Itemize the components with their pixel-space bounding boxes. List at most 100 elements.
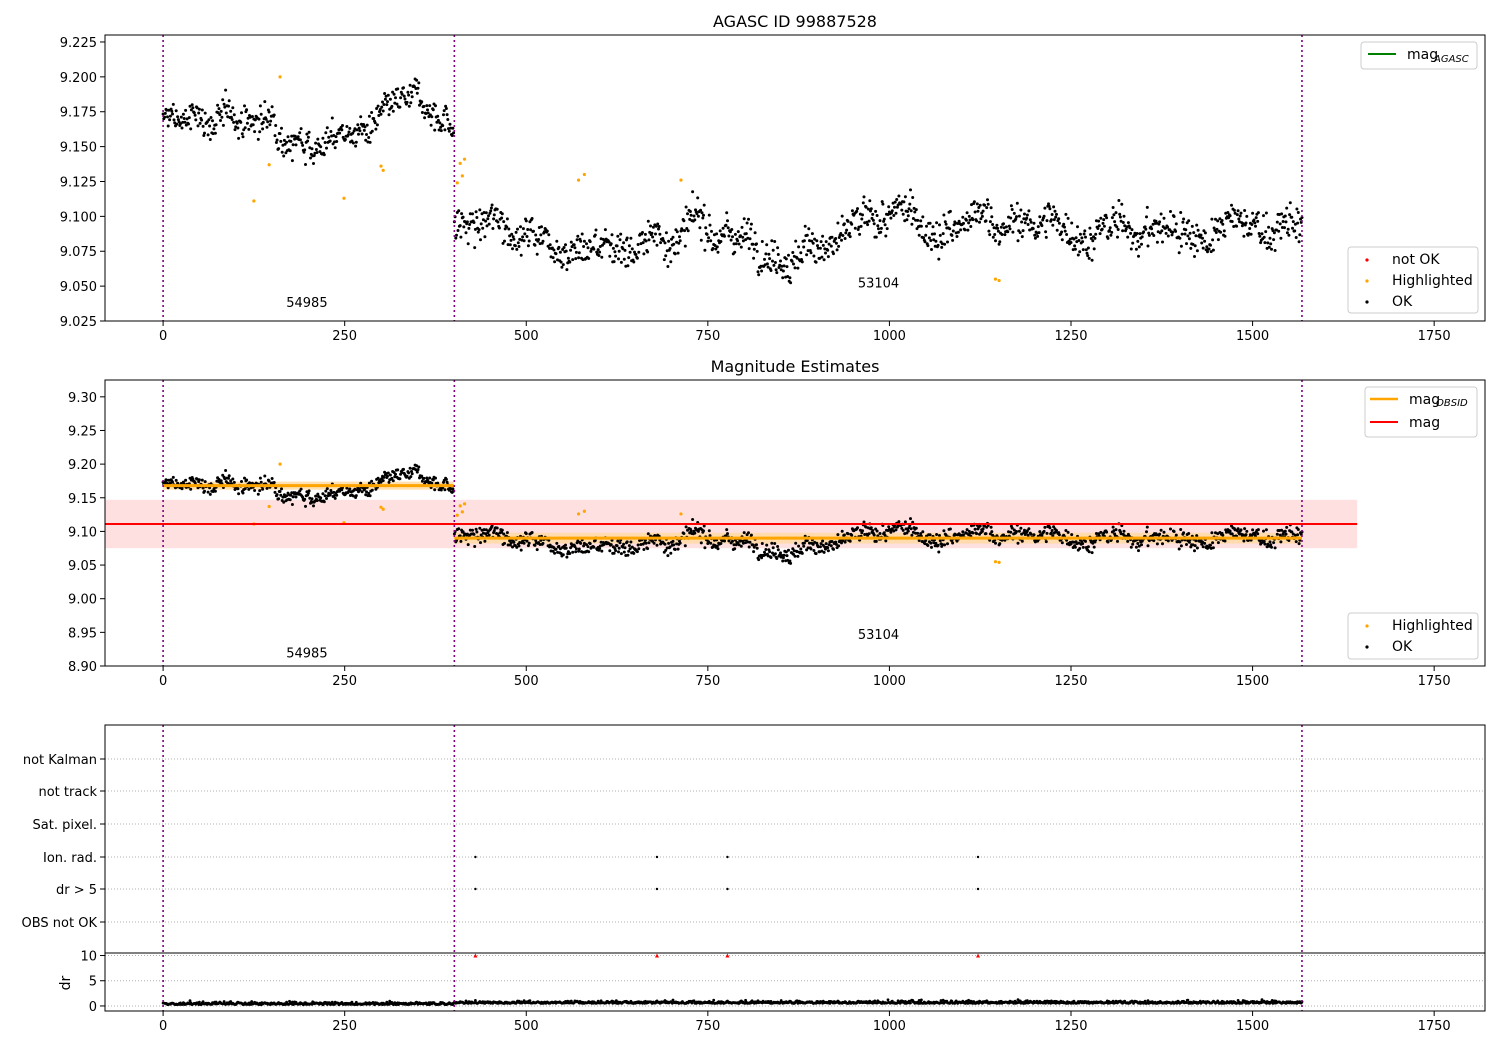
ok-point — [221, 123, 225, 127]
ok-point — [394, 472, 397, 476]
ok-point — [848, 539, 852, 543]
ok-point — [223, 105, 227, 109]
ok-point — [335, 140, 339, 143]
panel1-frame — [104, 34, 1486, 322]
ok-point — [742, 217, 746, 221]
ok-point — [650, 231, 654, 235]
ok-point — [1250, 223, 1254, 226]
ok-point — [1287, 233, 1291, 237]
ok-point — [512, 237, 516, 241]
x-tick-label: 1250 — [1054, 1019, 1087, 1034]
ok-point — [752, 545, 756, 549]
ok-point — [476, 230, 480, 234]
ok-point — [1142, 230, 1146, 234]
ok-point — [957, 219, 961, 223]
ok-point — [221, 98, 225, 102]
ok-point — [279, 493, 283, 497]
ok-point — [938, 233, 942, 237]
ok-point — [659, 241, 663, 245]
ok-point — [275, 138, 279, 142]
ok-point — [312, 162, 315, 165]
ok-point — [1057, 221, 1061, 225]
ok-point — [233, 128, 237, 132]
ok-point — [1193, 244, 1197, 248]
ok-point — [256, 492, 260, 496]
dr-point — [222, 1000, 226, 1003]
ok-point — [885, 227, 889, 231]
ok-point — [693, 531, 697, 535]
ok-point — [741, 235, 745, 239]
ok-point — [368, 140, 372, 144]
ok-point — [1014, 217, 1018, 221]
ok-point — [893, 525, 896, 529]
ok-point — [579, 239, 583, 243]
ok-point — [768, 257, 772, 261]
ok-point — [202, 134, 206, 137]
ok-point — [473, 246, 477, 250]
ok-point — [1081, 248, 1085, 252]
ok-point — [501, 241, 505, 245]
ok-point — [1252, 218, 1256, 222]
ok-point — [216, 103, 220, 107]
ok-point — [1116, 539, 1119, 543]
ok-point — [814, 260, 818, 264]
ok-point — [285, 494, 289, 498]
ok-point — [179, 115, 183, 119]
ok-point — [351, 131, 355, 135]
ok-point — [609, 242, 613, 246]
ok-point — [253, 118, 257, 122]
ok-point — [475, 216, 479, 219]
ok-point — [757, 273, 761, 277]
ok-point — [200, 108, 204, 112]
ok-point — [348, 126, 352, 130]
ok-point — [1177, 251, 1181, 255]
ok-point — [304, 163, 307, 166]
ok-point — [329, 130, 333, 133]
ok-point — [733, 232, 737, 236]
ok-point — [662, 239, 665, 243]
ok-point — [373, 121, 377, 125]
ok-point — [1029, 532, 1033, 536]
ok-point — [684, 525, 688, 529]
ok-point — [1228, 529, 1232, 533]
ok-point — [267, 110, 271, 114]
ok-point — [175, 122, 179, 126]
dr-point — [712, 998, 716, 1002]
ok-point — [752, 256, 756, 260]
ok-point — [1179, 211, 1183, 214]
ok-point — [612, 551, 616, 555]
ok-point — [634, 253, 638, 256]
ok-point — [436, 118, 440, 122]
ok-point — [800, 260, 804, 264]
ok-point — [818, 256, 822, 260]
highlighted-point — [679, 512, 683, 516]
ok-point — [1297, 240, 1301, 244]
ok-point — [1129, 247, 1133, 251]
ok-point — [569, 240, 573, 244]
ok-point — [598, 245, 602, 248]
ok-point — [165, 478, 169, 482]
ok-point — [967, 221, 971, 225]
ok-point — [809, 547, 813, 551]
ok-point — [972, 200, 976, 204]
ok-point — [529, 228, 533, 232]
ok-point — [940, 245, 944, 249]
ok-point — [824, 240, 828, 244]
ok-point — [558, 250, 562, 254]
ok-point — [277, 497, 281, 501]
ok-point — [771, 248, 775, 252]
ok-point — [684, 205, 688, 209]
ok-point — [827, 242, 831, 246]
ok-point — [1162, 530, 1166, 534]
ok-point — [452, 532, 456, 536]
ok-point — [1285, 231, 1289, 235]
ok-point — [511, 247, 514, 251]
ok-point — [1019, 208, 1023, 212]
ok-point — [749, 222, 753, 226]
ok-point — [922, 236, 926, 240]
ok-point — [430, 115, 434, 119]
ok-point — [1285, 206, 1289, 210]
legend-marker-ok — [1365, 645, 1369, 649]
ok-point — [482, 211, 486, 214]
ok-point — [280, 126, 283, 130]
